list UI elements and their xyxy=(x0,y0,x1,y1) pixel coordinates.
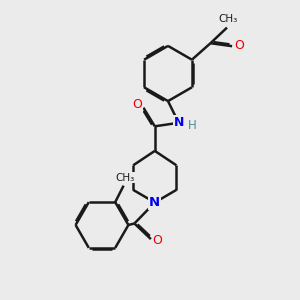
Text: CH₃: CH₃ xyxy=(218,14,238,24)
Text: O: O xyxy=(234,39,244,52)
Text: O: O xyxy=(133,98,142,111)
Text: N: N xyxy=(149,196,160,209)
Text: O: O xyxy=(153,234,162,247)
Text: H: H xyxy=(188,118,196,132)
Text: N: N xyxy=(174,116,184,129)
Text: CH₃: CH₃ xyxy=(116,172,135,182)
